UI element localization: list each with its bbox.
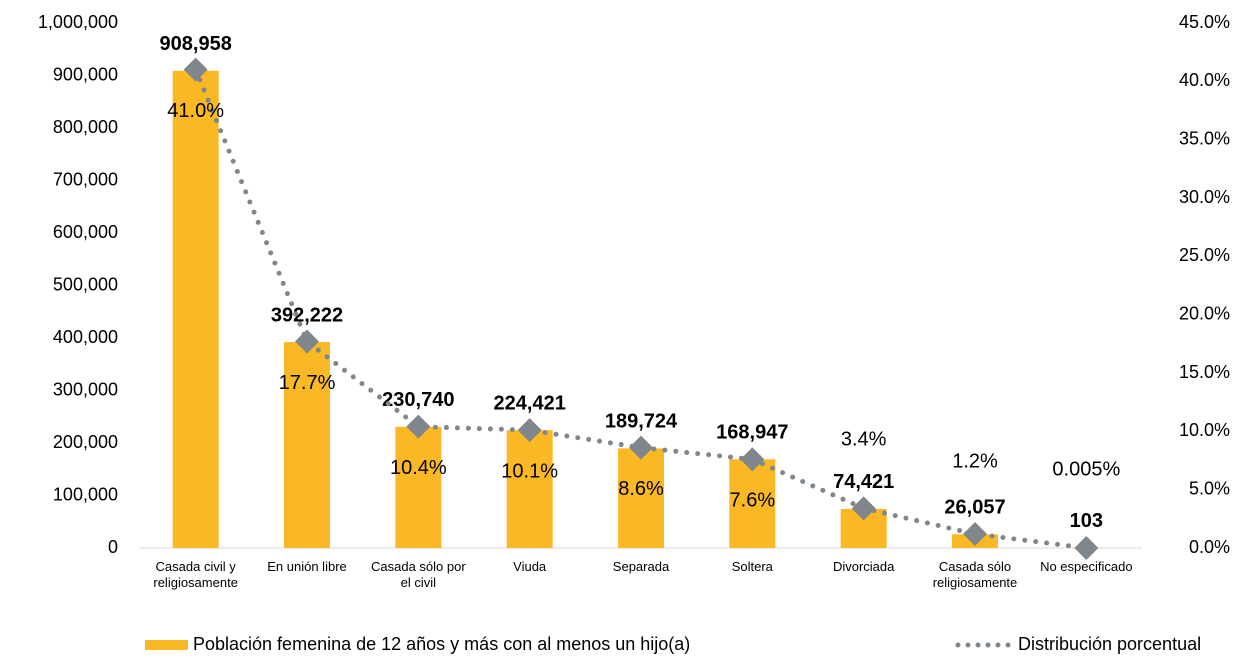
bar [172,70,219,548]
line-value-label: 3.4% [841,428,887,450]
bar-value-label: 26,057 [944,497,1005,519]
y2-tick-label: 30.0% [1179,187,1230,207]
line-marker [1074,535,1099,560]
bar-value-label: 168,947 [716,422,788,444]
bar-value-label: 189,724 [605,411,678,433]
line-value-label: 1.2% [952,450,998,472]
line-marker [629,435,653,460]
bar [395,426,442,548]
x-tick-label: No especificado [1040,559,1133,574]
bar-value-label: 103 [1070,510,1103,532]
y-tick-label: 100,000 [53,484,118,504]
bar-value-label: 74,421 [833,471,894,493]
y2-tick-label: 20.0% [1179,303,1230,323]
bar [284,342,330,548]
bar [506,430,553,548]
line-marker [517,418,542,443]
y-tick-label: 500,000 [53,274,118,294]
x-tick-label: Casada sólo religiosamente [932,559,1018,590]
y2-tick-label: 35.0% [1179,128,1230,148]
y-tick-label: 900,000 [53,64,118,84]
y-tick-label: 0 [108,537,118,557]
x-tick-label: En unión libre [267,559,347,574]
y2-tick-label: 25.0% [1179,245,1230,265]
line-value-label: 10.4% [390,457,447,479]
line-marker [963,522,987,546]
bar-value-label: 224,421 [494,392,566,414]
line-marker [295,329,319,354]
x-tick-label: Casada sólo por el civil [370,559,466,590]
legend-swatch [145,640,188,650]
y-tick-label: 700,000 [53,169,118,189]
y2-tick-label: 5.0% [1189,478,1230,498]
line-marker [740,447,765,472]
x-tick-label: Divorciada [832,559,895,574]
y-tick-label: 400,000 [53,327,118,347]
y2-tick-label: 45.0% [1179,12,1230,32]
bar-value-label: 908,958 [160,33,232,55]
bar-value-label: 392,222 [271,304,343,326]
x-tick-label: Separada [612,559,670,574]
legend-label: Distribución porcentual [1018,634,1201,654]
y2-tick-label: 0.0% [1189,537,1230,557]
line-value-label: 10.1% [501,460,558,482]
line-value-label: 7.6% [730,490,776,512]
bar [729,459,776,548]
line-value-label: 17.7% [279,372,336,394]
line-marker [851,496,876,521]
y-tick-label: 1,000,000 [38,12,118,32]
legend-label: Población femenina de 12 años y más con … [193,634,690,654]
y2-tick-label: 40.0% [1179,70,1230,90]
y-tick-label: 600,000 [53,222,118,242]
line-value-label: 8.6% [618,478,664,500]
y2-tick-label: 15.0% [1179,362,1230,382]
y-tick-label: 200,000 [53,432,118,452]
bar [618,448,664,548]
x-tick-label: Viuda [513,559,547,574]
bar-value-label: 230,740 [382,389,454,411]
line-marker [406,414,431,439]
x-tick-label: Casada civil y religiosamente [153,559,238,590]
y-tick-label: 300,000 [53,379,118,399]
line-value-label: 0.005% [1052,458,1120,480]
line-value-label: 41.0% [167,100,224,122]
y-tick-label: 800,000 [53,117,118,137]
line-marker [183,57,208,82]
x-tick-label: Soltera [731,559,773,574]
y2-tick-label: 10.0% [1179,420,1230,440]
